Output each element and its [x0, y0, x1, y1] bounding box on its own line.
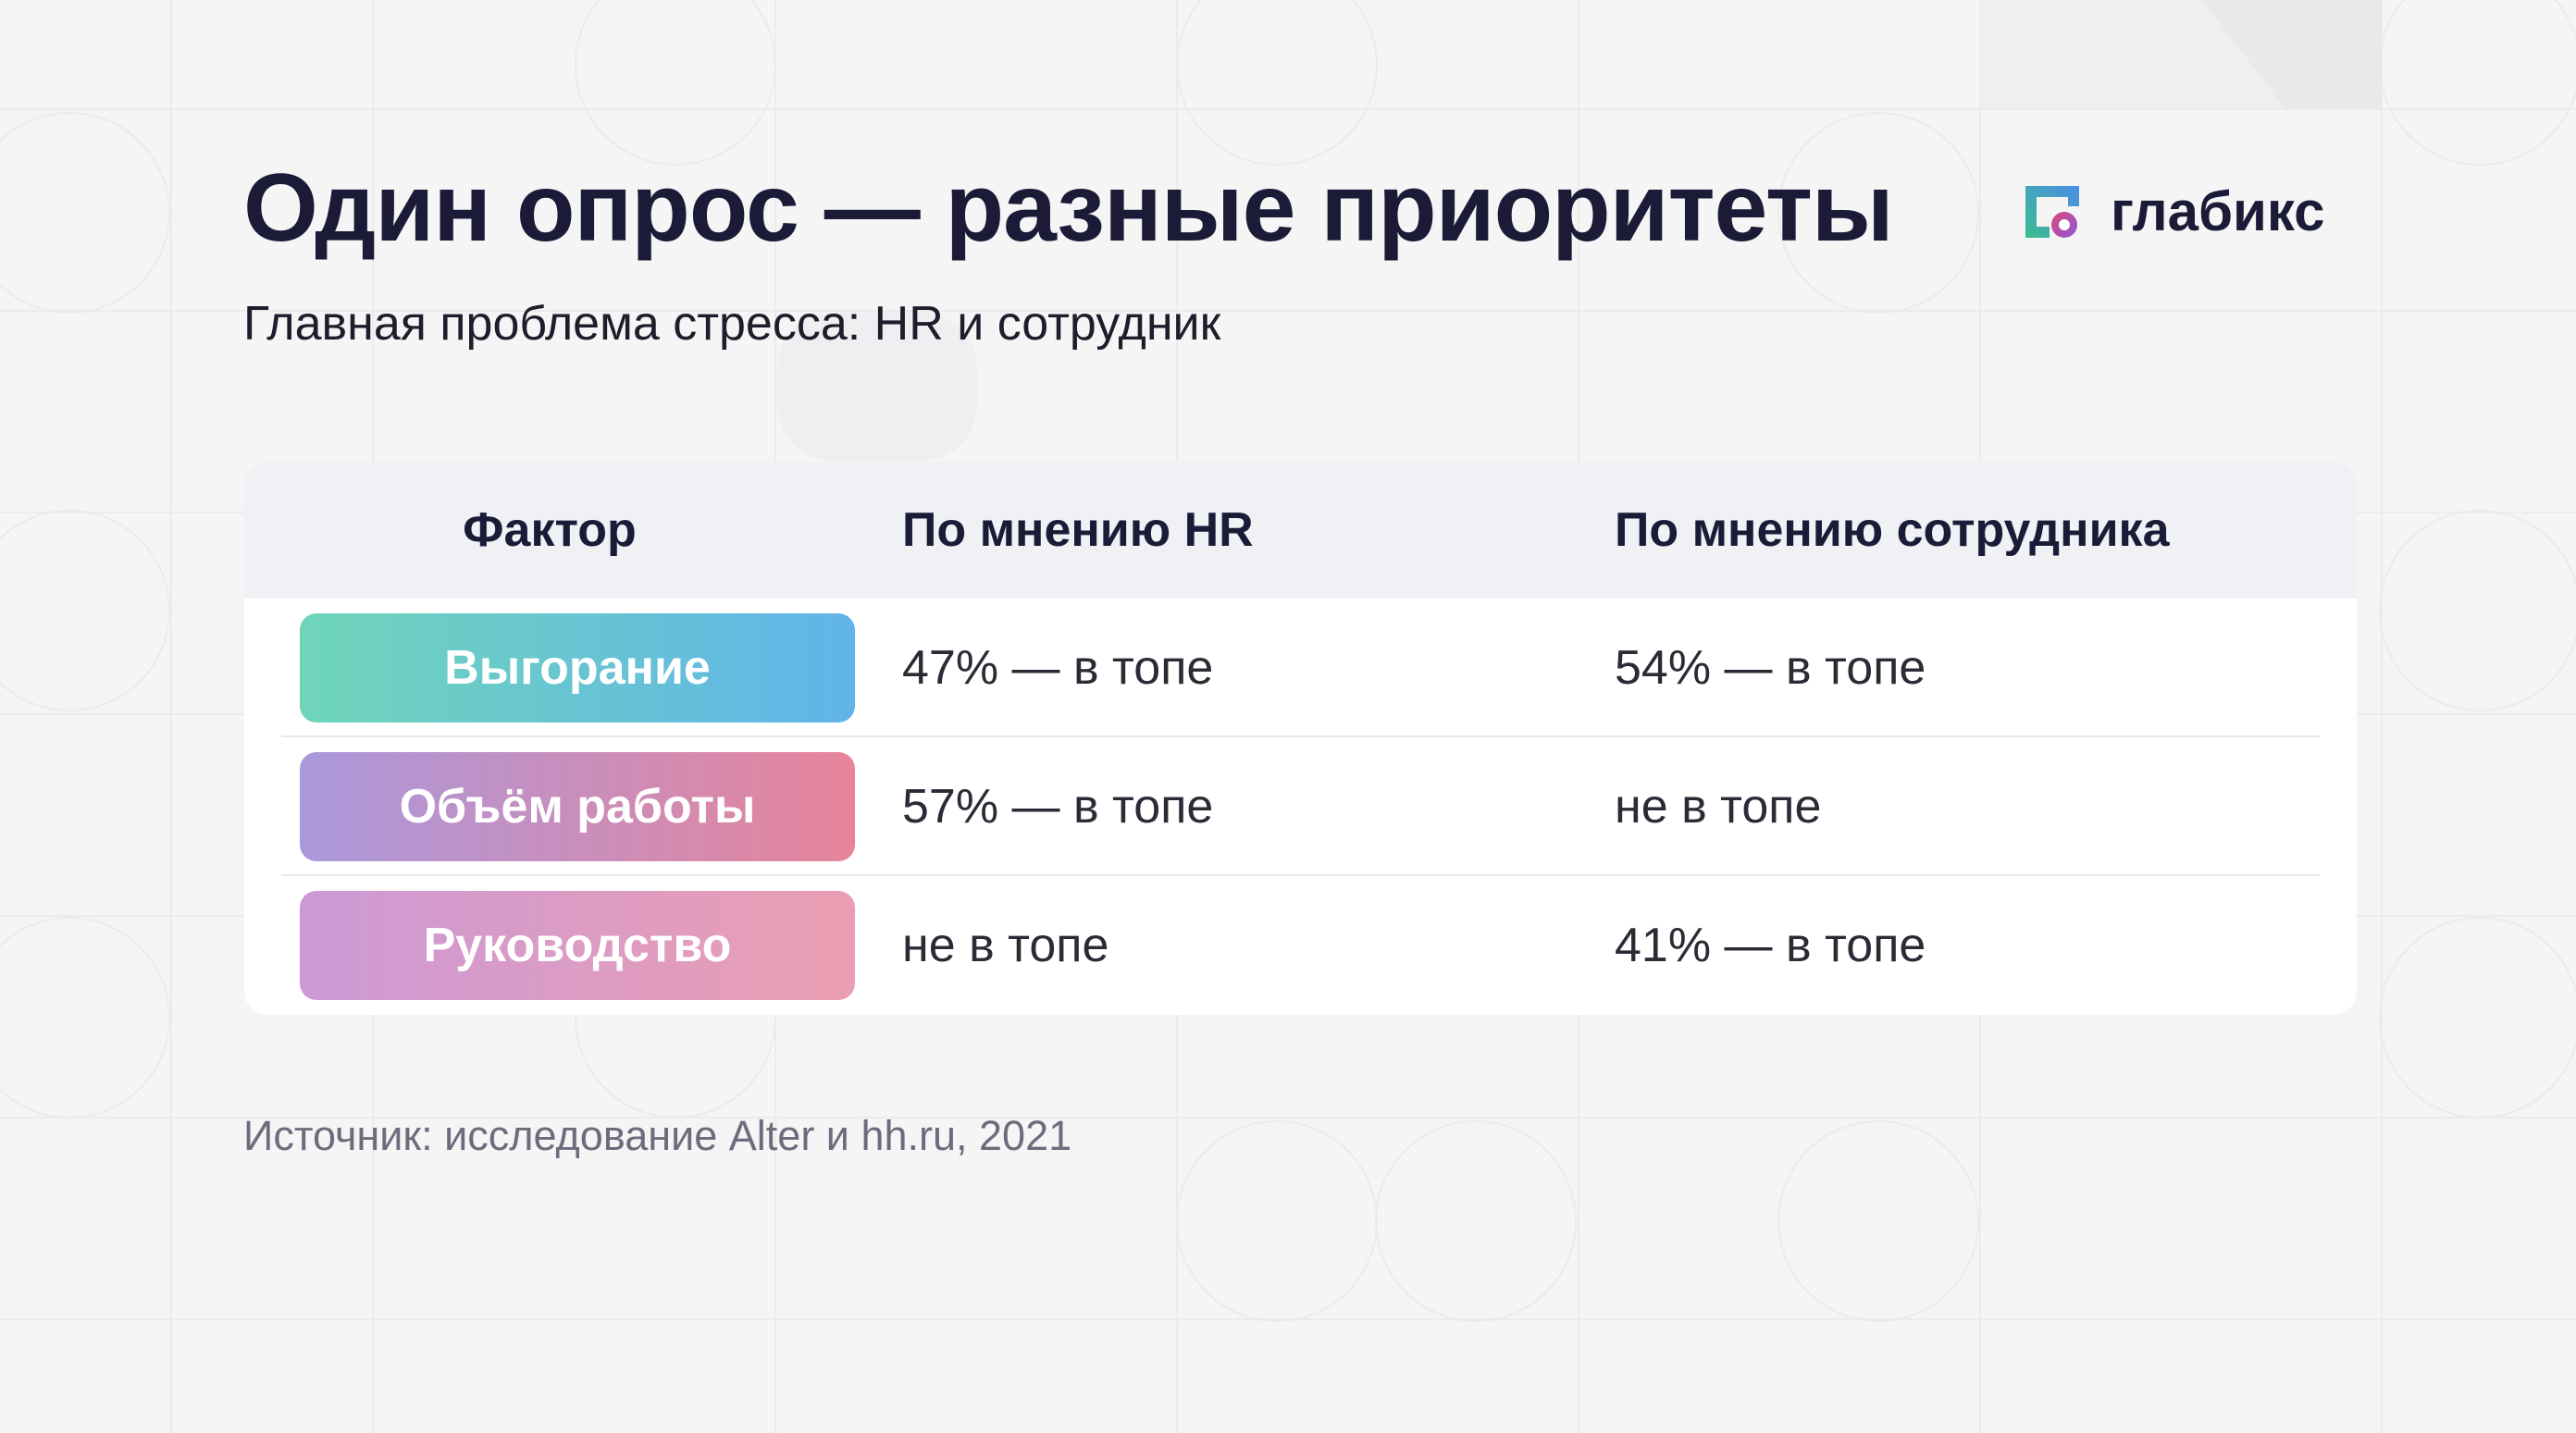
- hr-opinion-cell: 57% — в топе: [902, 780, 1214, 834]
- comparison-table: Фактор По мнению HR По мнению сотрудника…: [244, 462, 2357, 1015]
- glabix-logo-icon: [2025, 186, 2079, 238]
- table-header: Фактор По мнению HR По мнению сотрудника: [244, 462, 2357, 599]
- factor-badge: Выгорание: [300, 613, 855, 723]
- employee-opinion-cell: 54% — в топе: [1615, 641, 1926, 695]
- brand-logo: глабикс: [2022, 179, 2325, 244]
- logo-text: глабикс: [2111, 180, 2325, 242]
- row-divider: [281, 735, 2320, 737]
- column-header-factor: Фактор: [463, 503, 637, 557]
- column-header-hr: По мнению HR: [902, 503, 1254, 557]
- source-note: Источник: исследование Alter и hh.ru, 20…: [243, 1112, 1072, 1159]
- employee-opinion-cell: 41% — в топе: [1615, 919, 1926, 972]
- employee-opinion-cell: не в топе: [1615, 780, 1822, 834]
- table-row: Выгорание 47% — в топе 54% — в топе: [244, 599, 2357, 737]
- factor-badge: Руководство: [300, 891, 855, 1000]
- table-row: Руководство не в топе 41% — в топе: [244, 876, 2357, 1015]
- hr-opinion-cell: 47% — в топе: [902, 641, 1214, 695]
- column-header-employee: По мнению сотрудника: [1615, 503, 2170, 557]
- row-divider: [281, 874, 2320, 876]
- table-row: Объём работы 57% — в топе не в топе: [244, 737, 2357, 876]
- hr-opinion-cell: не в топе: [902, 919, 1109, 972]
- factor-badge: Объём работы: [300, 752, 855, 861]
- page-title: Один опрос — разные приоритеты: [243, 154, 1894, 262]
- page-subtitle: Главная проблема стресса: HR и сотрудник: [243, 297, 1221, 351]
